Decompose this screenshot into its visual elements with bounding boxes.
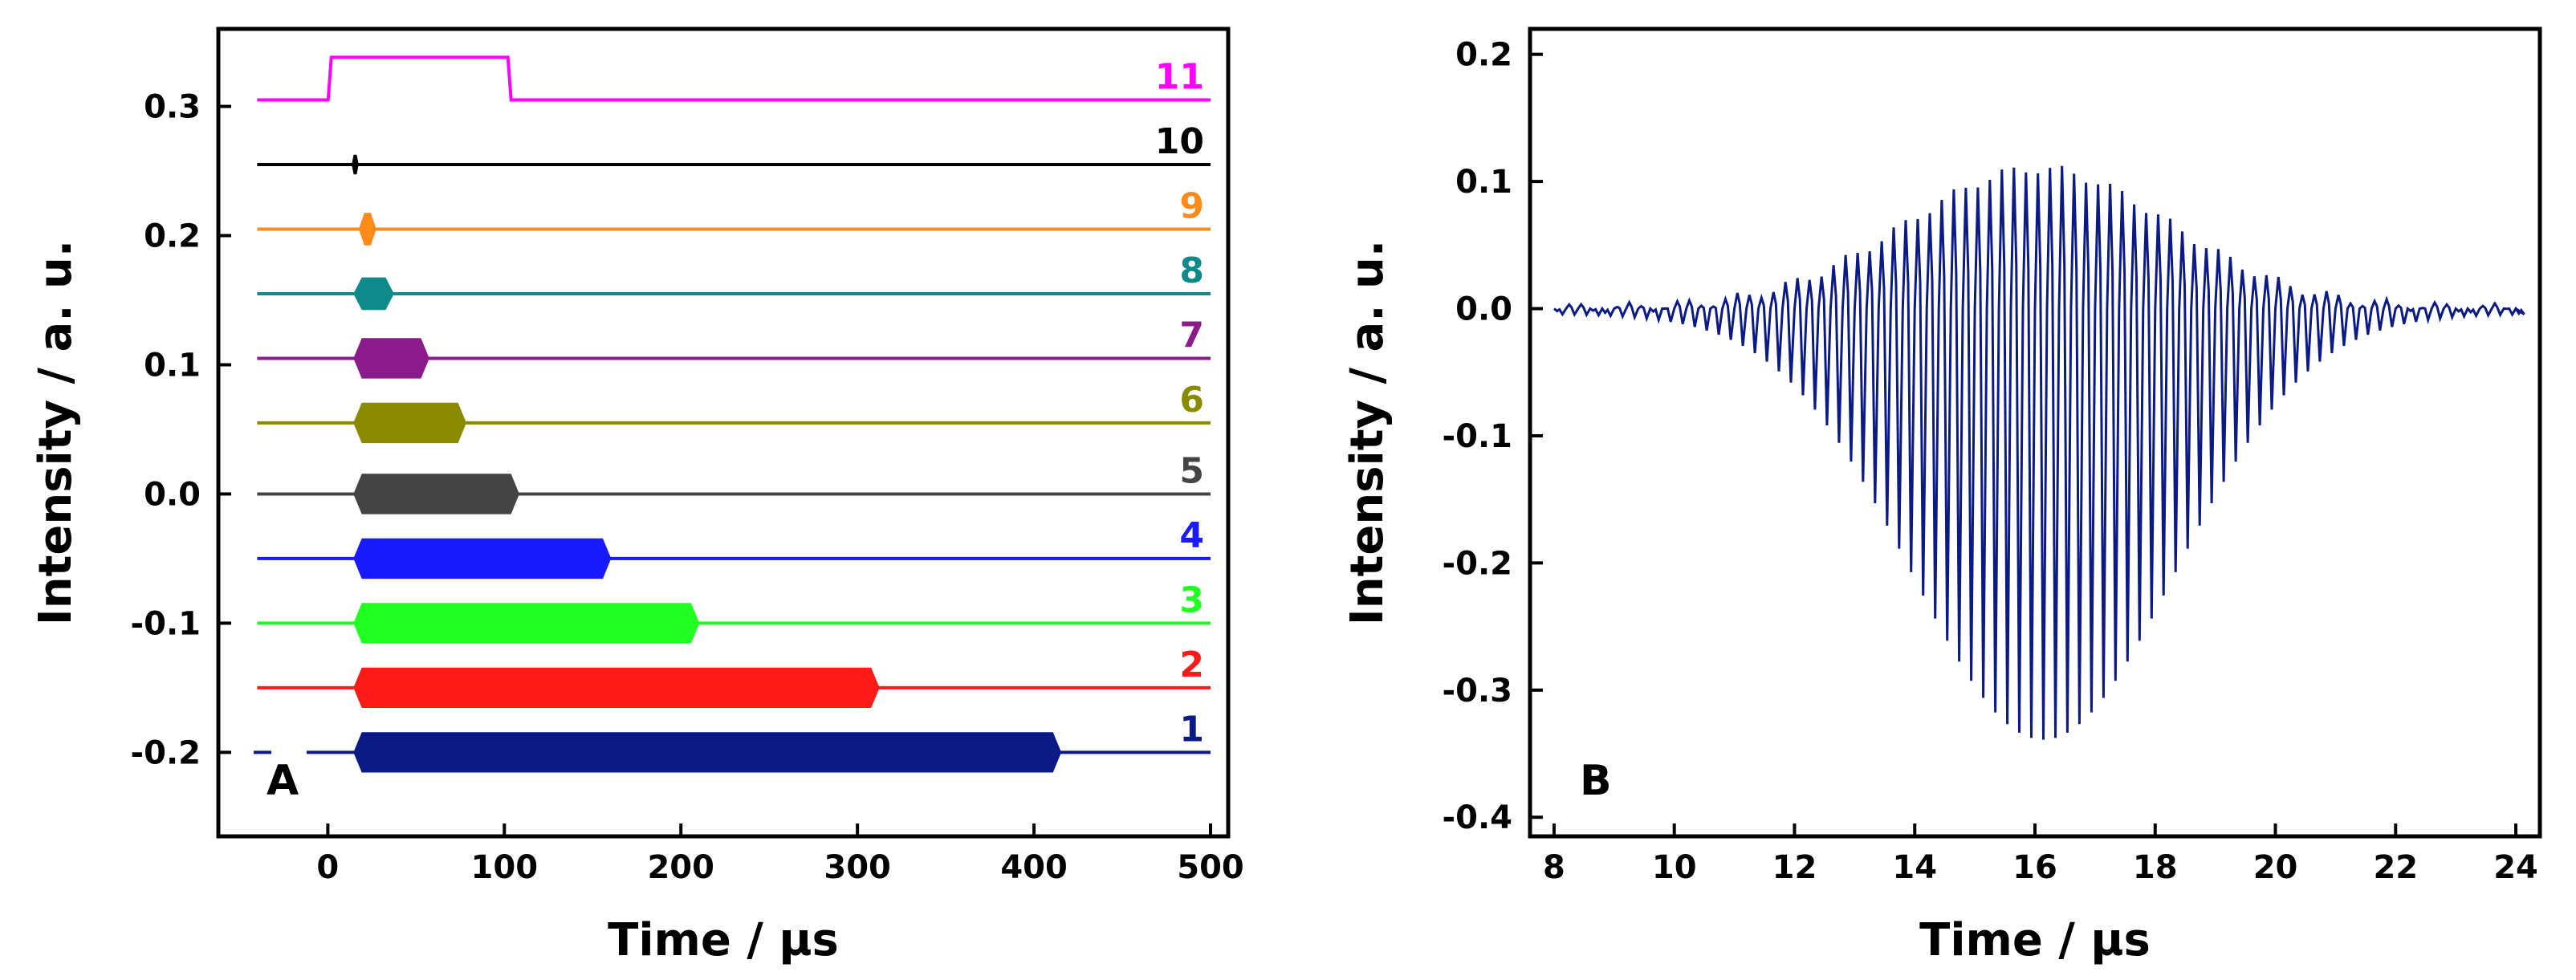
trace-1 [253, 732, 1211, 773]
panel-b: 8 10 12 14 16 18 20 22 24 0.2 0.1 0.0 -0.1 -0.2 -0.3 -… [1341, 26, 2542, 966]
panel-b-y-axis-title: Intensity / a. u. [1341, 240, 1394, 625]
panel-b-y-tick-label: 0.2 [1455, 37, 1512, 74]
trace-6-burst [353, 402, 466, 444]
panel-a-y-tick-label: -0.2 [131, 734, 201, 771]
trace-10-burst [352, 154, 359, 175]
trace-label-9: 9 [1179, 185, 1204, 226]
panel-a-x-axis-title: Time / µs [608, 914, 839, 966]
trace-11-line [257, 55, 1211, 102]
panel-a-y-tick-label: 0.1 [144, 347, 201, 384]
panel-b-x-tick-label: 8 [1543, 849, 1565, 886]
panel-a-y-tick-label: -0.1 [131, 605, 201, 642]
panel-a-plot-area [253, 55, 1211, 773]
trace-2-burst [353, 667, 880, 709]
trace-1-burst [353, 732, 1062, 773]
panel-a-y-axis-title: Intensity / a. u. [30, 240, 82, 625]
panel-b-x-tick-label: 10 [1652, 849, 1697, 886]
trace-label-5: 5 [1179, 450, 1204, 491]
panel-a-y-tick-label: 0.2 [144, 218, 201, 255]
panel-b-plot-area [1553, 165, 2525, 740]
trace-8-burst [353, 277, 394, 311]
panel-a-x-tick-label: 300 [824, 849, 891, 886]
trace-label-4: 4 [1179, 515, 1204, 556]
trace-5-burst [353, 474, 519, 514]
trace-label-10: 10 [1155, 121, 1204, 162]
trace-7-burst [353, 338, 429, 379]
panel-b-signal-line [1553, 165, 2525, 740]
panel-a-trace-labels: 1 2 3 4 5 6 7 8 9 10 11 [1155, 57, 1204, 750]
trace-label-11: 11 [1155, 57, 1204, 98]
panel-a-x-tick-label: 100 [471, 849, 539, 886]
trace-3-burst [353, 603, 700, 644]
trace-label-7: 7 [1179, 315, 1204, 356]
panel-b-x-tick-label: 24 [2493, 849, 2538, 886]
trace-7 [257, 338, 1211, 379]
panel-a: 0 100 200 300 400 500 0.3 0.2 0.1 0.0 -0.1 -0.2 1 2… [30, 26, 1244, 966]
trace-4-burst [353, 538, 612, 579]
trace-9-burst [358, 213, 376, 246]
trace-8 [257, 277, 1211, 311]
trace-label-3: 3 [1179, 579, 1204, 620]
trace-3 [257, 603, 1211, 644]
panel-b-x-tick-label: 22 [2373, 849, 2418, 886]
panel-b-y-tick-label: 0.1 [1455, 164, 1512, 201]
panel-a-x-ticks: 0 100 200 300 400 500 [316, 823, 1244, 886]
trace-11 [257, 55, 1211, 102]
panel-b-y-tick-label: -0.3 [1443, 673, 1512, 710]
panel-a-y-tick-label: 0.0 [144, 476, 201, 513]
trace-6 [257, 402, 1211, 444]
panel-a-x-tick-label: 500 [1177, 849, 1244, 886]
trace-4 [257, 538, 1211, 579]
panel-b-y-tick-label: -0.4 [1443, 799, 1512, 836]
panel-b-y-tick-label: -0.2 [1443, 545, 1512, 582]
panel-b-y-tick-label: -0.1 [1443, 418, 1512, 455]
trace-9 [257, 213, 1211, 246]
trace-label-6: 6 [1179, 380, 1204, 421]
panel-a-x-tick-label: 400 [1000, 849, 1068, 886]
panel-a-frame [216, 26, 1231, 839]
trace-label-8: 8 [1179, 250, 1204, 291]
panel-b-x-tick-label: 18 [2133, 849, 2178, 886]
panel-b-x-axis-title: Time / µs [1919, 914, 2151, 966]
panel-b-y-tick-label: 0.0 [1455, 291, 1512, 328]
panel-b-x-tick-label: 20 [2253, 849, 2298, 886]
panel-a-letter: A [267, 757, 299, 805]
panel-b-x-tick-label: 14 [1892, 849, 1937, 886]
panel-a-x-tick-label: 0 [316, 849, 339, 886]
panel-a-y-tick-label: 0.3 [144, 89, 201, 126]
panel-a-y-ticks: 0.3 0.2 0.1 0.0 -0.1 -0.2 [131, 89, 231, 771]
panel-b-x-tick-label: 16 [2012, 849, 2057, 886]
panel-b-x-ticks: 8 10 12 14 16 18 20 22 24 [1543, 823, 2538, 886]
trace-2 [257, 667, 1211, 709]
trace-label-1: 1 [1179, 709, 1204, 750]
trace-10 [257, 154, 1211, 175]
trace-5 [257, 474, 1211, 514]
panel-b-x-tick-label: 12 [1772, 849, 1817, 886]
panel-b-letter: B [1580, 757, 1612, 805]
panel-b-y-ticks: 0.2 0.1 0.0 -0.1 -0.2 -0.3 -0.4 [1443, 37, 1543, 836]
trace-label-2: 2 [1179, 645, 1204, 685]
panel-a-x-tick-label: 200 [647, 849, 714, 886]
